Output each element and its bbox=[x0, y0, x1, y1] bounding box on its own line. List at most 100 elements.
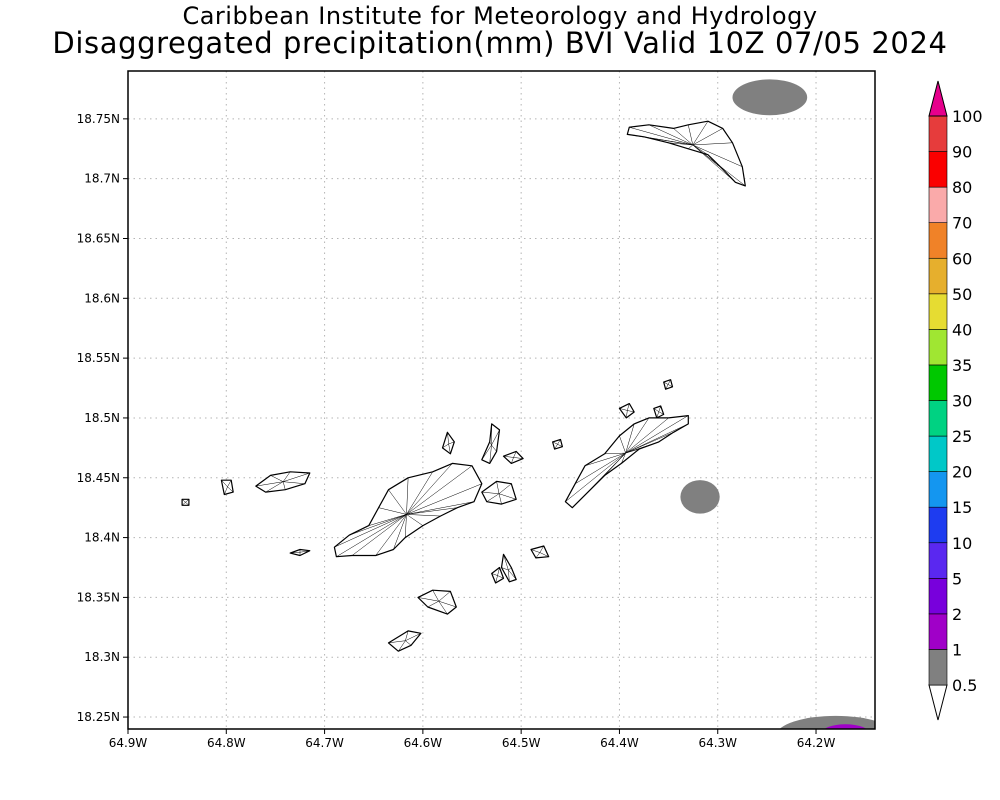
island-subdivision bbox=[667, 384, 673, 388]
island-subdivision bbox=[438, 591, 451, 602]
island-subdivision bbox=[185, 502, 190, 506]
island-subdivision bbox=[501, 567, 509, 571]
island-subdivision bbox=[627, 403, 630, 411]
island-subdivision bbox=[438, 601, 448, 615]
lon-tick-label: 64.7W bbox=[305, 736, 344, 750]
island-subdivision bbox=[625, 448, 640, 454]
island-subdivision bbox=[496, 481, 500, 494]
colorbar-label: 50 bbox=[952, 285, 972, 304]
longitude-axis: 64.9W 64.8W 64.7W 64.6W 64.5W 64.4W 64.3W 64.2W bbox=[109, 729, 835, 750]
island-outline bbox=[387, 630, 422, 652]
island-subdivision bbox=[417, 597, 439, 602]
island-subdivision bbox=[491, 573, 498, 576]
island-subdivision bbox=[503, 455, 514, 458]
colorbar-swatch bbox=[928, 222, 948, 259]
island-subdivision bbox=[405, 630, 409, 641]
lat-tick-label: 18.75N bbox=[77, 112, 120, 126]
colorbar-under-arrow bbox=[928, 684, 948, 721]
lat-tick-label: 18.6N bbox=[84, 291, 120, 305]
colorbar-label: 35 bbox=[952, 356, 972, 375]
island-subdivision bbox=[427, 600, 439, 608]
lat-tick-label: 18.45N bbox=[77, 471, 120, 485]
island-subdivision bbox=[405, 633, 422, 641]
island-subdivision bbox=[648, 124, 693, 146]
colorbar-label: 20 bbox=[952, 463, 972, 482]
island-subdivision bbox=[629, 126, 693, 146]
island-subdivision bbox=[491, 444, 497, 452]
island-subdivision bbox=[692, 144, 709, 155]
lon-tick-label: 64.9W bbox=[109, 736, 148, 750]
island-subdivision bbox=[406, 514, 424, 526]
colorbar-label: 5 bbox=[952, 569, 962, 588]
island-subdivision bbox=[508, 569, 517, 580]
island-subdivision bbox=[692, 128, 723, 146]
island-subdivision bbox=[692, 144, 743, 167]
island-subdivision bbox=[688, 144, 693, 149]
island-subdivision bbox=[554, 444, 558, 450]
island-subdivision bbox=[398, 640, 406, 652]
island-subdivision bbox=[692, 144, 723, 170]
lat-tick-label: 18.25N bbox=[77, 710, 120, 724]
colorbar-swatch bbox=[928, 293, 948, 330]
colorbar-label: 60 bbox=[952, 249, 972, 268]
lon-tick-label: 64.6W bbox=[404, 736, 443, 750]
island-outline bbox=[333, 462, 483, 558]
rain-cell bbox=[732, 79, 808, 116]
island-subdivision bbox=[513, 451, 517, 458]
island-subdivision bbox=[406, 483, 482, 515]
colorbar-swatch bbox=[928, 649, 948, 686]
rain-cell bbox=[680, 480, 720, 514]
island-subdivision bbox=[495, 575, 498, 584]
colorbar-label: 30 bbox=[952, 392, 972, 411]
island-subdivision bbox=[481, 491, 500, 494]
island-subdivision bbox=[667, 379, 671, 385]
island-subdivision bbox=[438, 600, 457, 608]
chart-subtitle: Disaggregated precipitation(mm) BVI Vali… bbox=[52, 26, 948, 60]
latitude-axis: 18.25N 18.3N 18.35N 18.4N 18.45N 18.5N 18.55N 1… bbox=[77, 112, 128, 724]
island-subdivision bbox=[656, 411, 660, 419]
colorbar-label: 15 bbox=[952, 498, 972, 517]
island-outline bbox=[564, 415, 689, 509]
colorbar-swatch bbox=[928, 151, 948, 188]
island-subdivision bbox=[491, 429, 500, 446]
lat-tick-label: 18.65N bbox=[77, 231, 120, 245]
colorbar-swatch bbox=[928, 471, 948, 508]
island-subdivision bbox=[290, 551, 301, 554]
island-subdivision bbox=[692, 121, 709, 146]
colorbar-label: 1 bbox=[952, 640, 962, 659]
map-frame bbox=[127, 70, 876, 730]
island-subdivision bbox=[572, 452, 626, 508]
island-subdivision bbox=[282, 471, 291, 482]
island-subdivision bbox=[283, 472, 310, 482]
island-subdivision bbox=[565, 452, 626, 502]
colorbar-swatch bbox=[928, 506, 948, 544]
island-subdivision bbox=[665, 384, 669, 390]
island-subdivision bbox=[626, 410, 628, 418]
colorbar-label: 0.5 bbox=[952, 676, 977, 695]
island-subdivision bbox=[282, 481, 286, 490]
island-subdivision bbox=[575, 452, 626, 484]
lat-tick-label: 18.55N bbox=[77, 351, 120, 365]
island-subdivision bbox=[627, 410, 635, 413]
map-plot-area bbox=[128, 71, 875, 729]
colorbar-swatch bbox=[928, 613, 948, 650]
island-subdivision bbox=[181, 502, 186, 506]
island-subdivision bbox=[557, 439, 561, 445]
island-subdivision bbox=[625, 415, 689, 454]
colorbar-label: 90 bbox=[952, 143, 972, 162]
island-subdivision bbox=[539, 545, 544, 553]
island-subdivision bbox=[658, 405, 661, 412]
island-subdivision bbox=[181, 499, 186, 503]
island-subdivision bbox=[692, 142, 733, 146]
colorbar-swatch bbox=[928, 542, 948, 579]
colorbar-label: 100 bbox=[952, 107, 983, 126]
island-subdivision bbox=[406, 514, 441, 517]
island-subdivision bbox=[185, 499, 190, 503]
lat-tick-label: 18.5N bbox=[84, 411, 120, 425]
island-subdivision bbox=[498, 483, 512, 494]
colorbar-swatch bbox=[928, 364, 948, 401]
island-subdivision bbox=[221, 479, 228, 487]
island-subdivision bbox=[604, 452, 626, 455]
island-subdivision bbox=[255, 481, 284, 487]
island-subdivision bbox=[283, 481, 305, 484]
